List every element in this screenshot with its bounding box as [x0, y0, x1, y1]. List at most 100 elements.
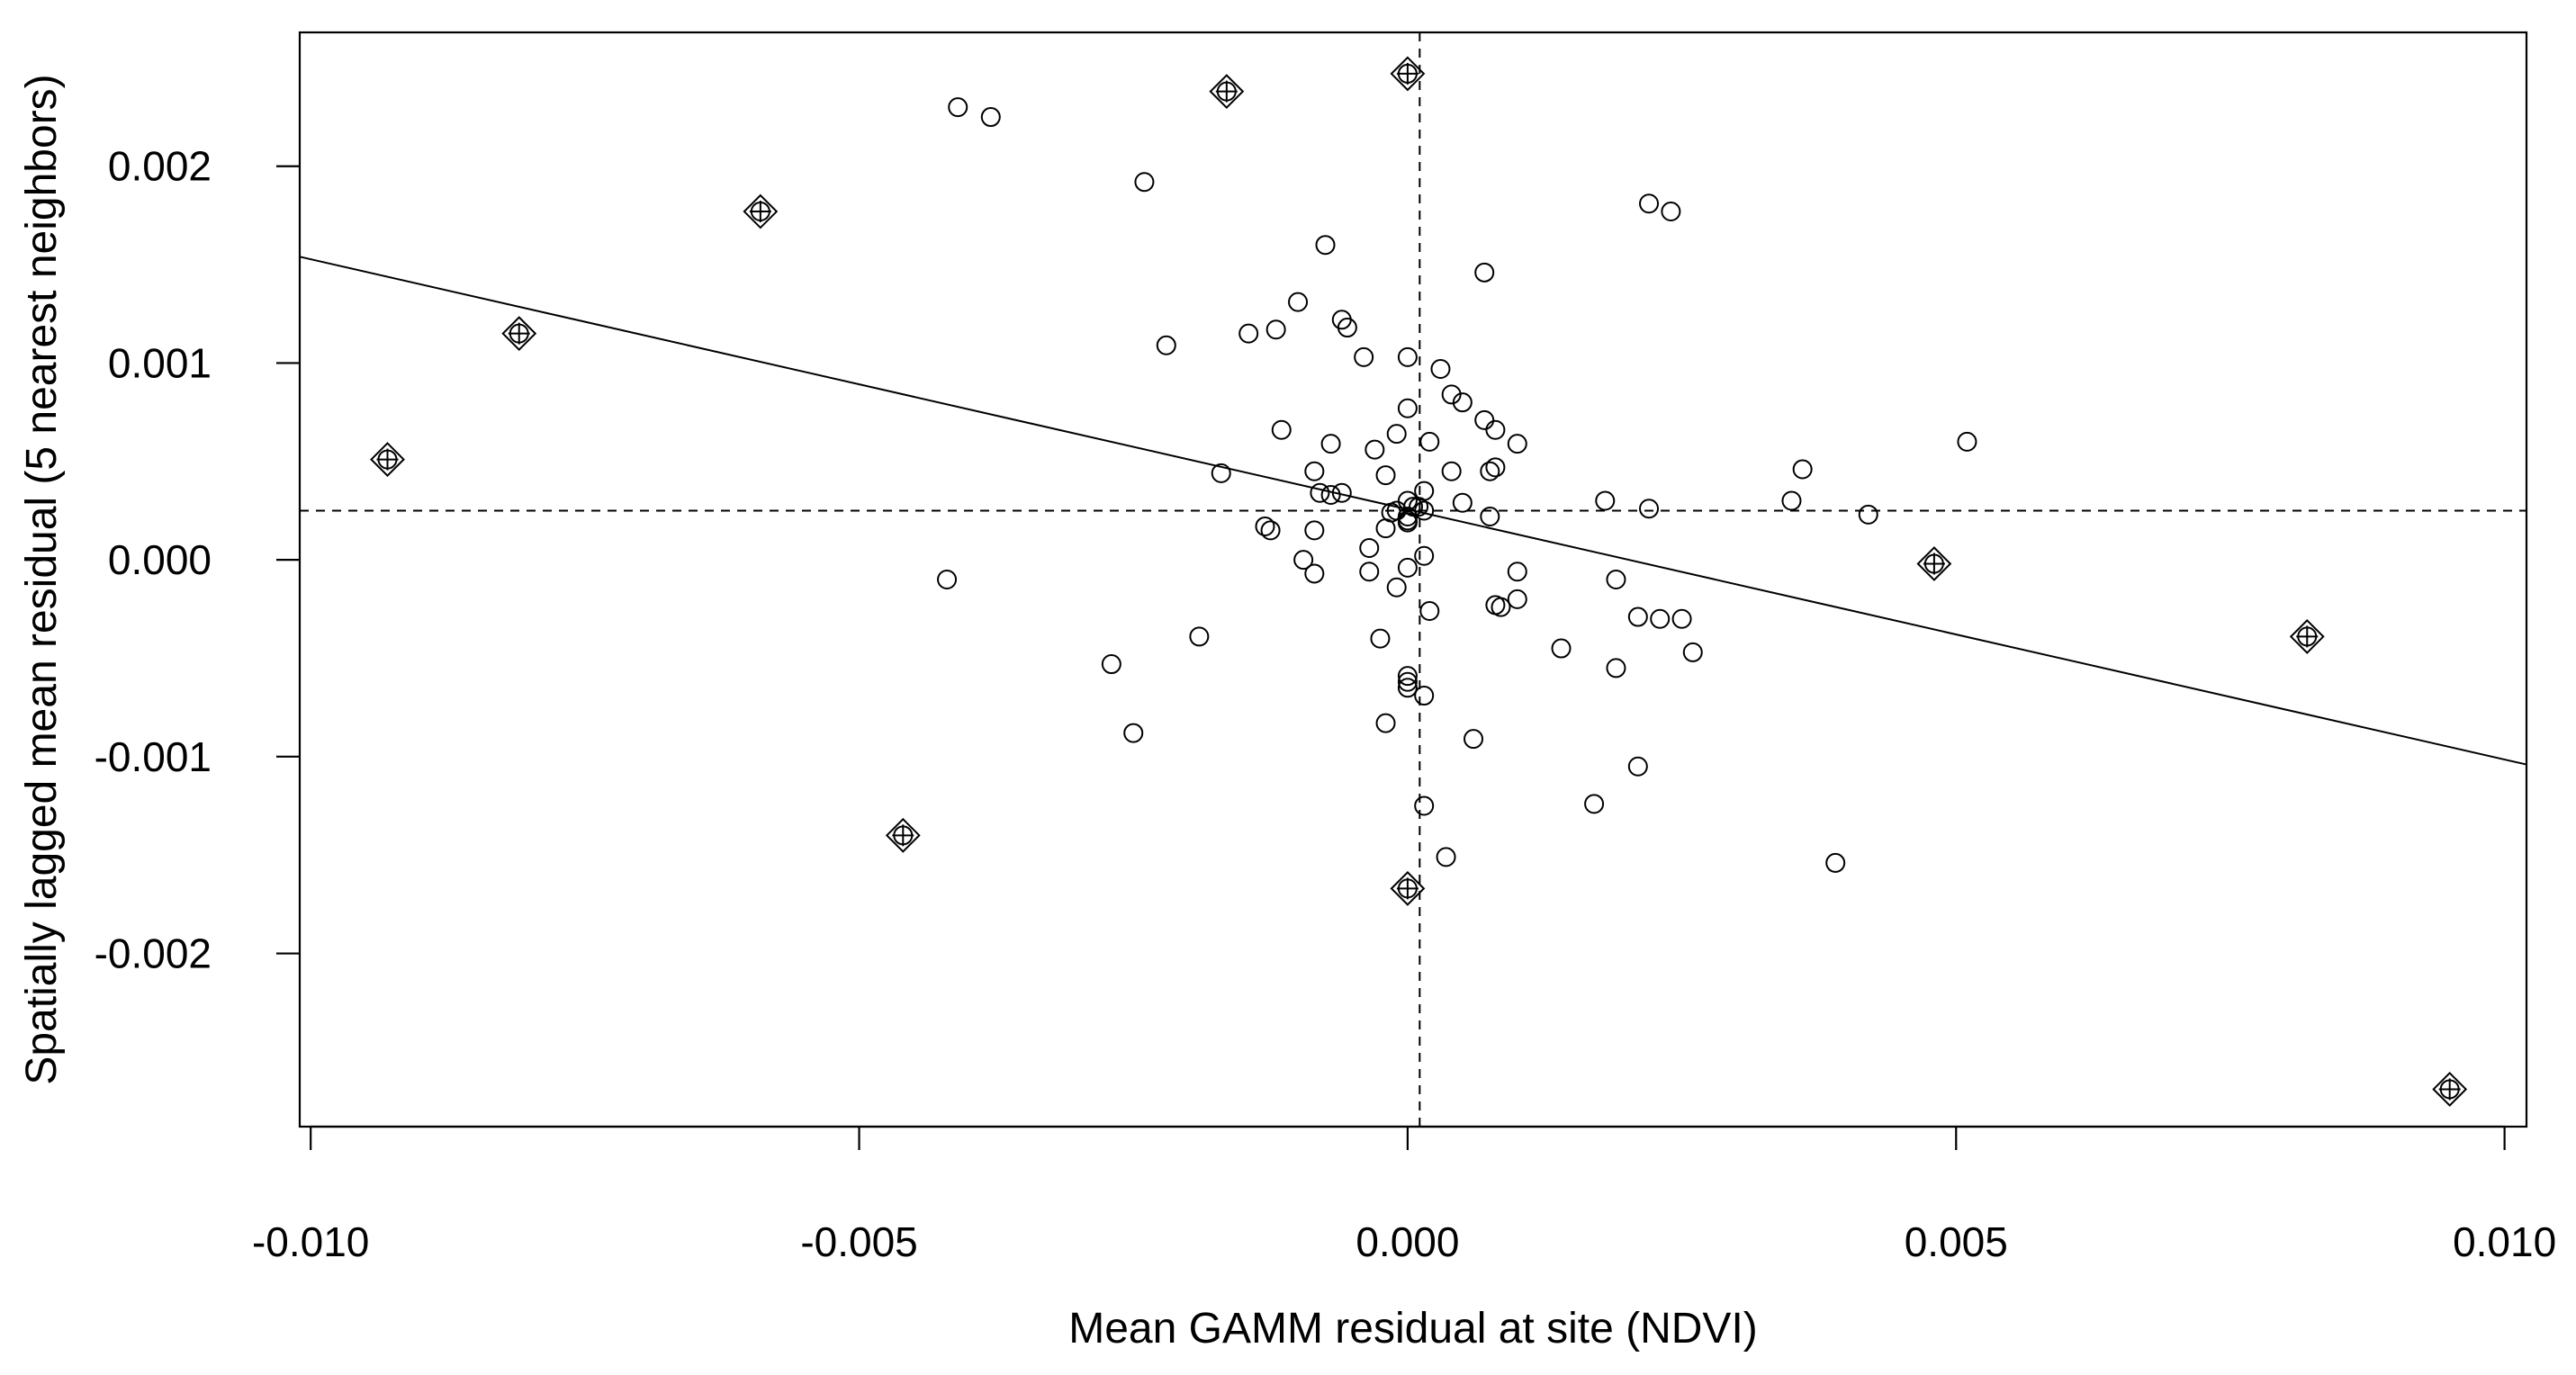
data-point	[1414, 686, 1435, 706]
y-tick-label: 0.002	[108, 143, 212, 190]
influential-point-diamond	[1916, 546, 1952, 581]
x-tick-label: 0.010	[2453, 1218, 2556, 1265]
data-point	[1397, 346, 1418, 367]
data-point	[1337, 318, 1357, 338]
data-point	[1156, 335, 1176, 355]
data-point	[1480, 461, 1500, 481]
x-tick-label: 0.000	[1356, 1218, 1459, 1265]
data-point	[1781, 490, 1802, 511]
data-point	[1584, 794, 1605, 814]
data-point	[1211, 463, 1231, 483]
data-point	[1386, 500, 1407, 521]
data-point	[1397, 678, 1418, 698]
influential-point	[885, 817, 921, 853]
plot-frame	[298, 31, 2528, 1128]
influential-point	[2432, 1072, 2468, 1107]
data-point	[1441, 461, 1462, 481]
data-point	[1397, 490, 1418, 511]
data-point	[1825, 852, 1846, 873]
influential-point	[1209, 74, 1245, 110]
influential-point	[1390, 56, 1426, 92]
data-point	[1452, 392, 1473, 413]
influential-point	[370, 442, 405, 478]
data-point	[1485, 457, 1506, 478]
influential-point-diamond	[1390, 870, 1426, 906]
regression-line	[299, 256, 2527, 766]
y-axis-label: Spatially lagged mean residual (5 neares…	[18, 74, 66, 1084]
data-point	[1320, 434, 1341, 454]
data-point	[1414, 795, 1435, 816]
data-point	[1134, 172, 1155, 193]
data-point	[1414, 545, 1435, 566]
data-point	[1419, 431, 1440, 452]
data-point	[1386, 577, 1407, 598]
data-point	[1957, 431, 1977, 452]
data-point	[1331, 482, 1352, 503]
influential-point	[1916, 546, 1952, 581]
data-point	[1304, 520, 1325, 541]
x-tick-label: -0.010	[252, 1218, 369, 1265]
data-point	[937, 570, 958, 589]
data-point	[1485, 419, 1506, 440]
y-tick-label: 0.000	[108, 536, 212, 583]
x-tick-label: -0.005	[800, 1218, 917, 1265]
data-point	[1661, 202, 1681, 222]
x-tick-label: 0.005	[1905, 1218, 2008, 1265]
data-point	[1397, 557, 1418, 578]
data-point	[1189, 626, 1210, 647]
influential-point-diamond	[370, 442, 405, 478]
y-tick-label: 0.001	[108, 339, 212, 386]
data-point	[1238, 323, 1259, 344]
data-point	[1370, 628, 1391, 649]
data-point	[1375, 713, 1396, 733]
influential-point-diamond	[2432, 1072, 2468, 1107]
data-point	[1304, 563, 1325, 584]
data-point	[1430, 358, 1451, 379]
data-point	[980, 107, 1001, 128]
data-point	[1101, 654, 1121, 675]
data-point	[1359, 562, 1380, 582]
data-point	[1386, 424, 1407, 445]
data-point	[1359, 538, 1380, 559]
influential-point-diamond	[885, 817, 921, 853]
data-point	[1551, 638, 1572, 659]
x-axis-label: Mean GAMM residual at site (NDVI)	[1068, 1305, 1758, 1353]
data-point	[1639, 499, 1660, 519]
data-point	[1293, 550, 1314, 571]
data-point	[1606, 658, 1626, 679]
data-point	[1304, 461, 1325, 481]
data-point	[1320, 484, 1341, 505]
y-tick-label: -0.001	[95, 733, 212, 780]
data-point	[1474, 262, 1495, 283]
data-point	[1606, 570, 1626, 589]
data-point	[1464, 729, 1484, 750]
data-point	[1397, 512, 1418, 533]
data-point	[1123, 723, 1144, 743]
data-point	[1474, 409, 1495, 430]
influential-point-diamond	[743, 193, 779, 229]
data-point	[1480, 507, 1500, 527]
data-point	[1671, 608, 1692, 629]
data-point	[1792, 459, 1813, 480]
data-point	[1397, 671, 1418, 692]
data-point	[1365, 439, 1385, 460]
data-point	[1627, 756, 1648, 777]
influential-point	[2289, 619, 2325, 654]
influential-point-diamond	[1390, 56, 1426, 92]
data-point	[1397, 398, 1418, 418]
data-point	[1255, 516, 1275, 536]
influential-point	[1390, 870, 1426, 906]
axes: -0.010 -0.005 0.000 0.005 0.010 -0.002 -0.001 0…	[95, 143, 2557, 1265]
data-point	[1419, 600, 1440, 621]
data-point	[1375, 465, 1396, 486]
influential-point-diamond	[1209, 74, 1245, 110]
data-point	[1507, 589, 1527, 609]
data-point	[1409, 497, 1429, 517]
data-point	[1452, 492, 1473, 513]
influential-points	[370, 56, 2468, 1107]
data-point	[1639, 193, 1660, 214]
data-point	[1260, 520, 1281, 541]
data-point	[1397, 666, 1418, 687]
